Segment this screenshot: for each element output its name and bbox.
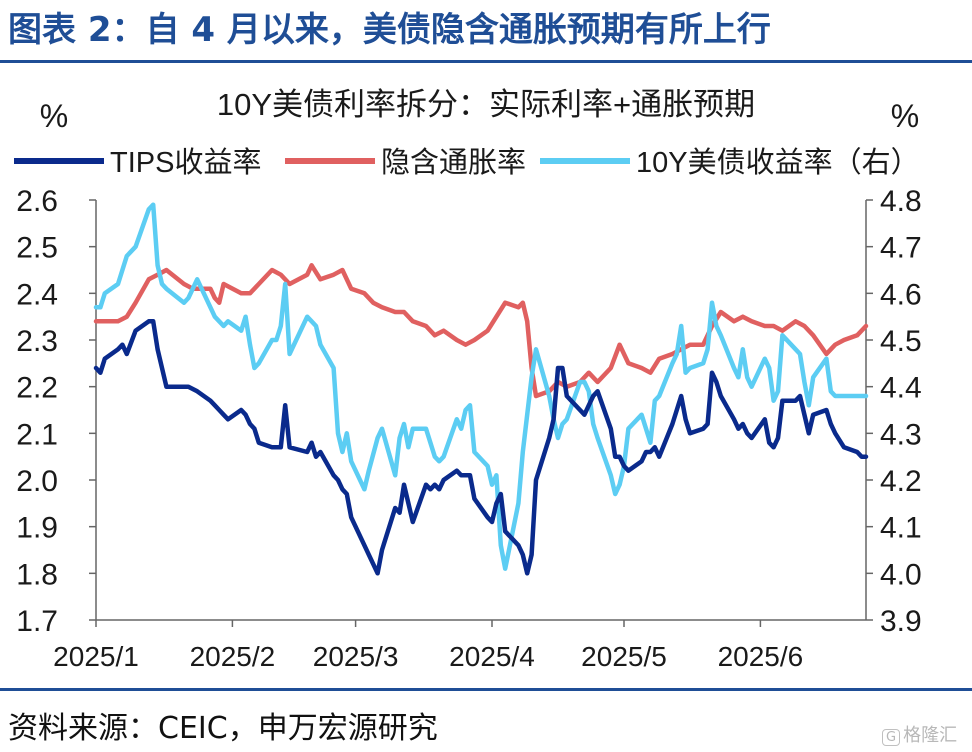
chart-title: 10Y美债利率拆分：实际利率+通胀预期 bbox=[217, 87, 755, 122]
watermark: G 格隆汇 bbox=[882, 721, 957, 747]
right-tick-label: 4.1 bbox=[880, 512, 922, 545]
legend-label-breakeven: 隐含通胀率 bbox=[381, 146, 526, 179]
chart-svg: 10Y美债利率拆分：实际利率+通胀预期 % % TIPS收益率 隐含通胀率 10… bbox=[14, 87, 922, 672]
left-tick-label: 2.6 bbox=[16, 185, 58, 218]
source-note: 资料来源：CEIC，申万宏源研究 bbox=[8, 711, 438, 746]
series-line-tips bbox=[93, 319, 869, 576]
x-axis-ticks: 2025/1 2025/2 2025/3 2025/4 2025/5 2025/6 bbox=[53, 620, 803, 672]
right-axis-ticks: 3.9 4.0 4.1 4.2 4.3 4.4 4.5 4.6 4.7 4.8 bbox=[866, 185, 922, 638]
right-unit-label: % bbox=[891, 98, 919, 134]
right-tick-label: 4.3 bbox=[880, 418, 922, 451]
left-tick-label: 2.4 bbox=[16, 278, 58, 311]
left-tick-label: 1.9 bbox=[16, 512, 58, 545]
x-tick-label: 2025/5 bbox=[581, 641, 667, 672]
right-tick-label: 4.5 bbox=[880, 325, 922, 358]
legend-label-tips: TIPS收益率 bbox=[110, 146, 261, 179]
left-tick-label: 1.7 bbox=[16, 605, 58, 638]
left-tick-label: 2.5 bbox=[16, 232, 58, 265]
left-axis-ticks: 1.7 1.8 1.9 2.0 2.1 2.2 2.3 2.4 2.5 2.6 bbox=[16, 185, 96, 638]
watermark-logo-icon: G bbox=[882, 729, 901, 746]
title-rule bbox=[0, 60, 972, 63]
legend: TIPS收益率 隐含通胀率 10Y美债收益率（右） bbox=[14, 146, 920, 179]
x-tick-label: 2025/6 bbox=[718, 641, 804, 672]
right-tick-label: 4.0 bbox=[880, 558, 922, 591]
right-tick-label: 4.8 bbox=[880, 185, 922, 218]
source-rule bbox=[0, 688, 972, 691]
watermark-text: 格隆汇 bbox=[903, 725, 958, 746]
left-tick-label: 2.0 bbox=[16, 465, 58, 498]
series-line-nominal bbox=[93, 202, 869, 571]
right-tick-label: 4.6 bbox=[880, 278, 922, 311]
left-unit-label: % bbox=[40, 98, 68, 134]
series-layer bbox=[93, 202, 869, 576]
left-tick-label: 1.8 bbox=[16, 558, 58, 591]
left-tick-label: 2.3 bbox=[16, 325, 58, 358]
x-tick-label: 2025/2 bbox=[190, 641, 276, 672]
right-tick-label: 4.4 bbox=[880, 372, 922, 405]
x-tick-label: 2025/1 bbox=[53, 641, 139, 672]
x-tick-label: 2025/4 bbox=[449, 641, 535, 672]
left-tick-label: 2.1 bbox=[16, 418, 58, 451]
right-tick-label: 4.7 bbox=[880, 232, 922, 265]
figure-title: 图表 2：自 4 月以来，美债隐含通胀预期有所上行 bbox=[8, 10, 771, 50]
legend-label-nominal: 10Y美债收益率（右） bbox=[636, 146, 920, 179]
right-tick-label: 3.9 bbox=[880, 605, 922, 638]
series-line-breakeven bbox=[93, 263, 869, 399]
left-tick-label: 2.2 bbox=[16, 372, 58, 405]
right-tick-label: 4.2 bbox=[880, 465, 922, 498]
x-tick-label: 2025/3 bbox=[313, 641, 399, 672]
